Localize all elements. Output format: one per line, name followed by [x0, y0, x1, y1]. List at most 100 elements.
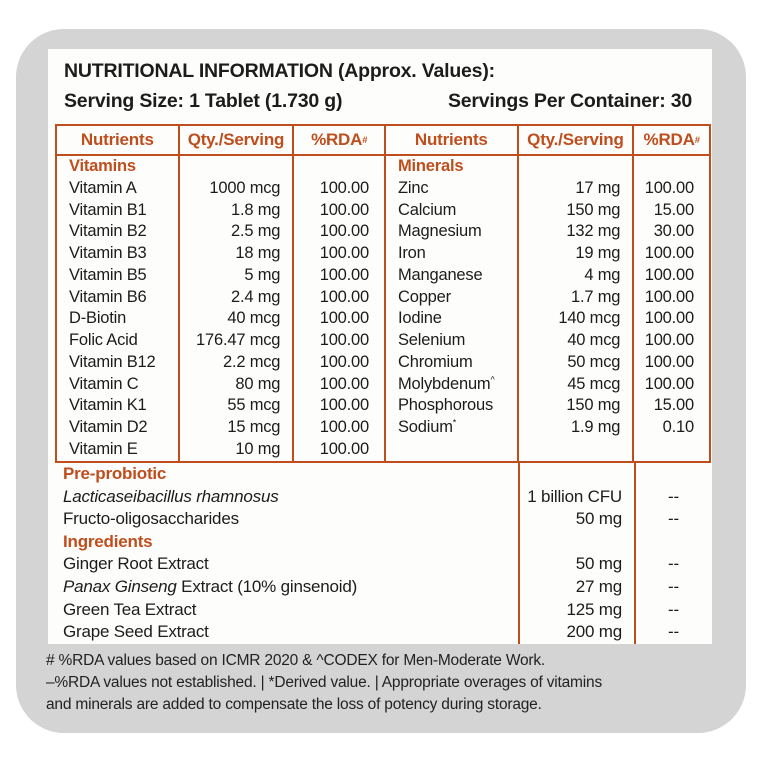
serving-row: Serving Size: 1 Tablet (1.730 g) Serving…: [64, 86, 700, 116]
spacer: [634, 156, 709, 178]
nutrient-qty: 55 mcg: [227, 396, 281, 415]
lower-name-column: Pre-probiotic Lacticaseibacillus rhamnosu…: [55, 463, 518, 644]
footnote-line: and minerals are added to compensate the…: [46, 696, 542, 713]
vitamins-name-column: Vitamins Vitamin A Vitamin B1 Vitamin B2 Vit…: [55, 156, 178, 461]
nutrient-name: Vitamin B3: [69, 244, 147, 263]
nutrient-rda: 100.00: [644, 244, 694, 263]
nutrient-name: Copper: [398, 287, 451, 306]
nutrient-qty: 18 mg: [235, 244, 281, 263]
spacer: [180, 156, 293, 178]
spacer: [636, 531, 711, 554]
nutrient-name: Vitamin E: [69, 439, 138, 458]
nutrient-qty: 45 mcg: [567, 374, 621, 393]
nutrient-qty: 150 mg: [566, 200, 621, 219]
nutrient-name: Vitamin B12: [69, 352, 156, 371]
nutrient-qty: 2.5 mg: [231, 222, 281, 241]
section-label: Pre-probiotic: [63, 464, 167, 483]
lower-qty-column: 1 billion CFU 50 mg 50 mg 27 mg 125 mg 200 mg: [518, 463, 634, 644]
ingredient-name: Green Tea Extract: [63, 599, 197, 619]
header-cell: %RDA #: [292, 126, 384, 154]
header-cell: Nutrients: [55, 126, 178, 154]
nutrient-qty: 80 mg: [235, 374, 281, 393]
nutrient-name: Folic Acid: [69, 331, 138, 350]
spacer: [520, 463, 634, 486]
nutrient-name: Sodium*: [398, 417, 457, 437]
nutrient-qty: 1.7 mg: [570, 287, 621, 306]
nutrient-rda: 100.00: [644, 265, 694, 284]
nutrient-name: Vitamin C: [69, 374, 139, 393]
nutrient-rda: 100.00: [319, 331, 369, 350]
minerals-name-column: Minerals Zinc Calcium Magnesium Iron Manganes…: [384, 156, 517, 461]
nutrient-qty: 176.47 mcg: [196, 331, 281, 350]
spacer: [294, 156, 384, 178]
nutrient-name: Manganese: [398, 265, 483, 284]
minerals-rda-column: 100.00 15.00 30.00 100.00 100.00 100.00 100.00…: [632, 156, 709, 461]
ingredient-rda: --: [668, 509, 679, 529]
ingredient-qty: 27 mg: [575, 576, 622, 596]
nutrient-rda: 100.00: [644, 331, 694, 350]
nutrient-rda: 30.00: [653, 222, 694, 241]
nutrient-qty: 5 mg: [244, 265, 281, 284]
nutrient-rda: 100.00: [319, 200, 369, 219]
nutrient-name: Vitamin B6: [69, 287, 147, 306]
vitamins-rda-column: 100.00 100.00 100.00 100.00 100.00 100.00 100.…: [292, 156, 384, 461]
nutrient-qty: 140 mcg: [558, 309, 621, 328]
lower-rda-column: -- -- -- -- -- --: [634, 463, 711, 644]
nutrient-qty: 40 mcg: [567, 331, 621, 350]
header-cell: %RDA #: [632, 126, 709, 154]
nutrient-name: Calcium: [398, 200, 457, 219]
nutrient-name: Vitamin B5: [69, 265, 147, 284]
nutrient-qty: 150 mg: [566, 396, 621, 415]
nutrient-rda: 100.00: [644, 352, 694, 371]
nutrient-qty: 1.9 mg: [570, 418, 621, 437]
nutrition-facts-card: NUTRITIONAL INFORMATION (Approx. Values)…: [48, 49, 712, 644]
label-panel: NUTRITIONAL INFORMATION (Approx. Values)…: [16, 29, 746, 733]
nutrient-qty: 2.4 mg: [231, 287, 281, 306]
nutrient-name: Molybdenum^: [398, 374, 495, 393]
nutrient-rda: 100.00: [319, 396, 369, 415]
ingredient-qty: 50 mg: [575, 554, 622, 574]
ingredient-rda: --: [668, 554, 679, 574]
nutrient-name: D-Biotin: [69, 309, 127, 328]
ingredient-name: Ginger Root Extract: [63, 554, 209, 574]
header-cell: Qty./Serving: [177, 126, 293, 154]
nutrient-qty: 15 mcg: [227, 418, 281, 437]
nutrient-rda: 100.00: [319, 352, 369, 371]
ingredient-name: Panax Ginseng Extract (10% ginsenoid): [63, 576, 358, 596]
footnote-line: # %RDA values based on ICMR 2020 & ^CODE…: [46, 652, 546, 669]
nutrient-name: Zinc: [398, 178, 429, 197]
footnote-line: –%RDA values not established. | *Derived…: [46, 674, 602, 691]
nutrient-rda: 100.00: [319, 222, 369, 241]
nutrient-rda: 100.00: [644, 287, 694, 306]
spacer: [519, 156, 633, 178]
nutrient-name: Magnesium: [398, 222, 482, 241]
spacer: [520, 531, 634, 554]
section-label: Ingredients: [63, 531, 153, 551]
minerals-qty-column: 17 mg 150 mg 132 mg 19 mg 4 mg 1.7 mg 140 mcg 4…: [516, 156, 633, 461]
header-cell: Qty./Serving: [516, 126, 633, 154]
ingredient-rda: --: [668, 486, 679, 506]
nutrient-name: Vitamin B1: [69, 200, 147, 219]
nutrient-rda: 15.00: [653, 396, 694, 415]
nutrient-rda: 100.00: [644, 178, 694, 197]
header-cell: Nutrients: [384, 126, 517, 154]
servings-per-container: Servings Per Container: 30: [447, 90, 692, 112]
vitamins-minerals-section: Vitamins Vitamin A Vitamin B1 Vitamin B2 Vit…: [55, 156, 711, 461]
nutrient-qty: 19 mg: [575, 244, 621, 263]
footnotes: # %RDA values based on ICMR 2020 & ^CODE…: [46, 650, 706, 716]
nutrient-qty: 1000 mcg: [209, 178, 281, 197]
ingredient-rda: --: [668, 622, 679, 642]
vitamins-section-label: Vitamins: [69, 157, 136, 175]
nutrient-name: Phosphorous: [398, 396, 494, 415]
nutrient-rda: 0.10: [662, 418, 695, 437]
nutrient-rda: 100.00: [319, 309, 369, 328]
nutrient-qty: 10 mg: [235, 439, 281, 458]
nutrient-rda: 100.00: [319, 374, 369, 393]
ingredient-name: Fructo-oligosaccharides: [63, 509, 239, 529]
nutrient-rda: 100.00: [319, 244, 369, 263]
nutrient-rda: 100.00: [319, 439, 369, 458]
serving-size: Serving Size: 1 Tablet (1.730 g): [64, 90, 343, 112]
nutrient-qty: 40 mcg: [227, 309, 281, 328]
card-header: NUTRITIONAL INFORMATION (Approx. Values)…: [48, 49, 712, 124]
